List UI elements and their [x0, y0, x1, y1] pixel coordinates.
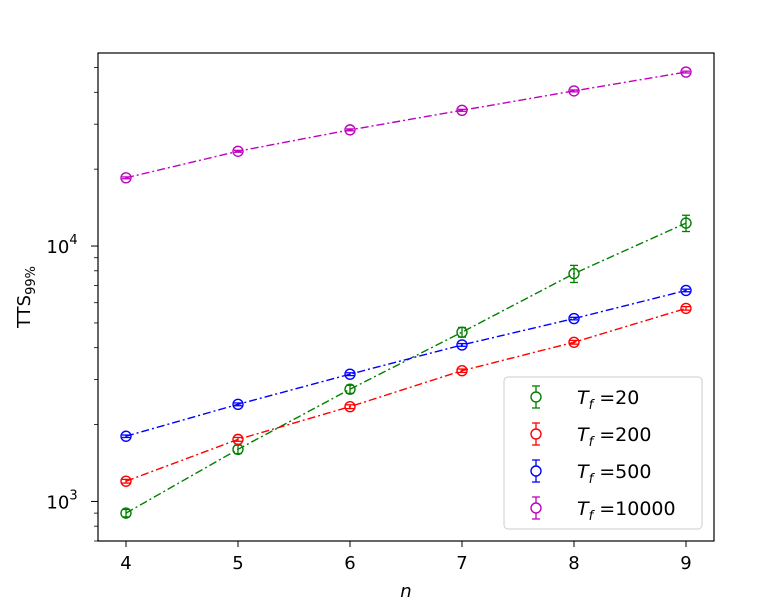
legend-label-subscript: f	[589, 435, 596, 450]
series-line	[125, 222, 687, 514]
y-tick-label: 104	[46, 233, 77, 258]
x-axis-label: n	[400, 581, 411, 602]
legend-label: Tf =500	[577, 461, 651, 487]
legend-label-T: T	[577, 461, 590, 483]
data-point	[456, 339, 468, 351]
data-point	[120, 172, 132, 184]
data-point	[680, 66, 692, 78]
data-point	[344, 400, 356, 413]
x-axis-ticks: 4 5 6 7 8 9	[120, 541, 692, 574]
legend-label-value: =500	[593, 461, 651, 483]
data-point	[456, 104, 468, 117]
series-layer	[120, 66, 692, 519]
legend-label: Tf =20	[577, 387, 639, 413]
legend-entry: Tf =200	[530, 422, 651, 450]
legend-marker	[530, 391, 542, 403]
legend-entry: Tf =10000	[530, 496, 676, 524]
data-point	[344, 124, 356, 136]
legend-entry: Tf =20	[530, 385, 639, 413]
data-point	[456, 365, 468, 377]
series-2	[120, 284, 692, 442]
legend-box	[503, 376, 703, 530]
legend-marker	[530, 465, 542, 477]
legend-label-T: T	[577, 498, 590, 520]
legend-label: Tf =200	[577, 424, 651, 450]
legend-entry: Tf =500	[530, 459, 651, 487]
data-point	[568, 267, 580, 280]
y-axis-label-main: TTS	[14, 295, 35, 329]
y-tick-label-exponent: 4	[69, 233, 77, 248]
series-line	[125, 307, 687, 482]
data-point	[680, 284, 692, 297]
legend-label-value: =20	[593, 387, 639, 409]
data-point	[120, 507, 132, 519]
x-tick-label: 6	[344, 553, 355, 574]
legend-label-subscript: f	[589, 398, 596, 413]
data-point	[232, 145, 244, 157]
data-point	[568, 312, 580, 325]
series-line	[125, 289, 687, 437]
x-tick-label: 4	[120, 553, 131, 574]
series-3	[120, 66, 692, 184]
data-point	[120, 475, 132, 487]
data-point	[232, 433, 244, 446]
x-tick-label: 9	[680, 553, 691, 574]
legend-label-subscript: f	[589, 509, 596, 524]
data-point	[456, 326, 468, 338]
y-tick-label: 103	[46, 488, 77, 513]
legend-marker	[530, 502, 542, 514]
data-point	[344, 368, 356, 380]
legend-label-T: T	[577, 424, 590, 446]
x-tick-label: 8	[568, 553, 579, 574]
y-tick-label-base: 10	[46, 237, 69, 258]
data-point	[232, 398, 244, 411]
legend-label-value: =10000	[593, 498, 675, 520]
legend-marker	[530, 428, 542, 440]
x-tick-label: 5	[232, 553, 243, 574]
series-line	[125, 71, 687, 179]
series-1	[120, 302, 692, 487]
series-0	[120, 214, 692, 519]
y-axis-label: TTS99%	[14, 266, 39, 329]
legend-label: Tf =10000	[577, 498, 676, 524]
data-point	[680, 302, 692, 315]
data-point	[568, 85, 580, 97]
legend-label-T: T	[577, 387, 590, 409]
data-point	[120, 430, 132, 442]
y-tick-label-base: 10	[46, 492, 69, 513]
legend-label-subscript: f	[589, 472, 596, 487]
y-axis-label-subscript: 99%	[24, 266, 39, 295]
data-point	[680, 217, 692, 229]
x-tick-label: 7	[456, 553, 467, 574]
legend-label-value: =200	[593, 424, 651, 446]
y-tick-label-exponent: 3	[69, 488, 77, 503]
data-point	[568, 336, 580, 348]
data-point	[344, 383, 356, 395]
